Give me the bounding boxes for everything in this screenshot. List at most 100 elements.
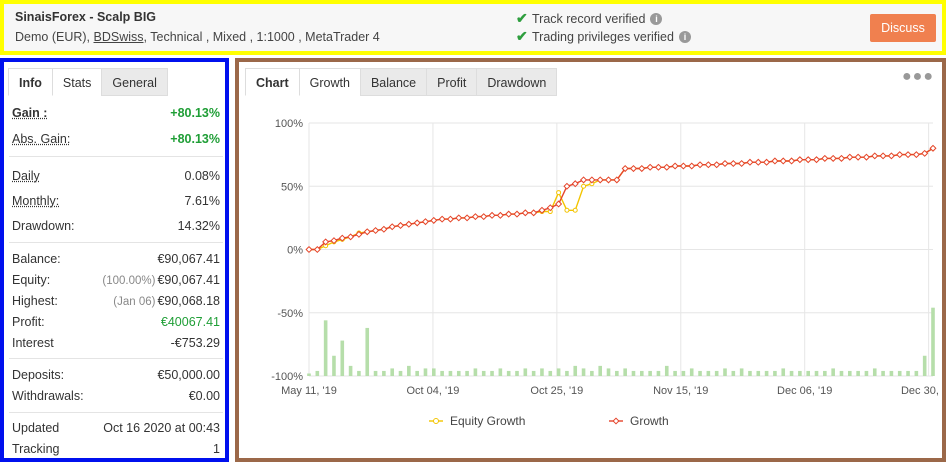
gain-label[interactable]: Gain : <box>12 106 48 120</box>
abs-gain-label[interactable]: Abs. Gain: <box>12 132 71 146</box>
volume-bar <box>739 368 744 376</box>
volume-bar <box>706 370 711 376</box>
highest-label: Highest: <box>12 294 58 308</box>
growth-point <box>488 211 496 219</box>
y-tick-label: -100% <box>271 371 303 383</box>
tab-stats[interactable]: Stats <box>51 68 103 96</box>
growth-point <box>613 176 621 184</box>
info-icon[interactable]: i <box>650 12 663 25</box>
growth-point <box>513 210 521 218</box>
track-record-label: Track record verified <box>532 11 646 26</box>
growth-point <box>746 158 754 166</box>
volume-bar <box>590 370 594 376</box>
tab-profit[interactable]: Profit <box>426 68 478 96</box>
tab-general[interactable]: General <box>101 68 168 96</box>
monthly-label[interactable]: Monthly: <box>12 194 60 208</box>
growth-point <box>696 161 704 169</box>
growth-point <box>796 156 804 164</box>
account-specs: , Technical , Mixed , 1:1000 , MetaTrade… <box>143 30 380 44</box>
volume-bar <box>789 370 794 376</box>
balance-row: Balance: €90,067.41 <box>12 252 220 266</box>
updated-value: Oct 16 2020 at 00:43 <box>103 421 220 435</box>
growth-point <box>912 151 920 159</box>
growth-point <box>738 159 746 168</box>
daily-row: Daily 0.08% <box>12 169 220 183</box>
volume-bar <box>465 370 469 376</box>
broker-link[interactable]: BDSwiss <box>93 30 144 44</box>
growth-point <box>829 154 837 162</box>
growth-point <box>887 152 895 160</box>
system-title: SinaisForex - Scalp BIG <box>15 10 157 24</box>
tab-info[interactable]: Info <box>8 68 53 96</box>
growth-point <box>779 157 787 165</box>
volume-bar <box>556 368 561 376</box>
tab-balance[interactable]: Balance <box>359 68 428 96</box>
check-icon: ✔ <box>516 10 528 26</box>
equity-growth-point <box>556 190 562 196</box>
profit-label: Profit: <box>12 315 45 329</box>
growth-point <box>821 154 829 162</box>
growth-point <box>921 149 929 157</box>
volume-bar <box>398 370 403 376</box>
growth-chart: 100% 50% 0% -50% -100% May 11, '19 Oct 04, '19… <box>271 118 942 428</box>
more-options-icon[interactable]: ●●● <box>902 68 934 85</box>
chart-panel: Chart Growth Balance Profit Drawdown ●●●… <box>235 58 946 462</box>
volume-bar <box>931 307 935 376</box>
updated-label: Updated <box>12 421 60 435</box>
volume-bar <box>598 365 602 376</box>
growth-point <box>854 153 862 161</box>
volume-bar <box>781 368 786 376</box>
growth-point <box>771 157 779 165</box>
growth-point <box>654 163 662 171</box>
growth-point <box>555 200 563 208</box>
daily-label[interactable]: Daily <box>12 169 40 183</box>
volume-bar <box>731 370 736 376</box>
volume-bar <box>640 370 644 376</box>
highest-value: €90,068.18 <box>157 294 220 308</box>
volume-bar <box>423 368 428 376</box>
volume-bar <box>723 368 727 376</box>
balance-value: €90,067.41 <box>157 252 220 266</box>
legend-label: Equity Growth <box>450 414 525 428</box>
volume-bar <box>881 370 885 376</box>
tab-growth[interactable]: Growth <box>298 68 361 96</box>
growth-point <box>338 234 346 242</box>
drawdown-value: 14.32% <box>177 219 220 233</box>
growth-point <box>421 218 430 226</box>
equity-growth-line <box>309 147 934 251</box>
drawdown-row: Drawdown: 14.32% <box>12 219 220 233</box>
tab-chart[interactable]: Chart <box>245 68 300 96</box>
volume-bar <box>573 365 578 376</box>
monthly-row: Monthly: 7.61% <box>12 194 220 208</box>
growth-point <box>671 162 679 170</box>
growth-point <box>621 165 629 173</box>
volume-bar <box>681 370 686 376</box>
growth-point <box>763 158 771 166</box>
growth-point <box>804 156 812 164</box>
volume-bar <box>540 368 544 376</box>
volume-bar <box>664 365 669 376</box>
balance-label: Balance: <box>12 252 61 266</box>
interest-row: Interest -€753.29 <box>12 336 220 350</box>
equity-growth-point <box>564 207 570 213</box>
growth-point <box>688 162 696 170</box>
info-icon[interactable]: i <box>678 30 691 43</box>
growth-point <box>729 159 737 168</box>
volume-bar <box>456 370 461 376</box>
volume-bar <box>839 370 844 376</box>
growth-point <box>396 221 405 230</box>
growth-point <box>372 226 380 235</box>
growth-point <box>788 157 796 165</box>
volume-bar <box>872 368 877 376</box>
legend-marker <box>433 418 439 424</box>
tab-drawdown[interactable]: Drawdown <box>476 68 558 96</box>
volume-bar <box>531 370 536 376</box>
x-tick-label: Dec 06, '19 <box>777 385 832 397</box>
growth-point <box>322 238 330 246</box>
growth-point <box>704 161 712 169</box>
equity-growth-point <box>581 183 587 189</box>
volume-bar <box>523 368 528 376</box>
volume-bar <box>631 370 636 376</box>
growth-point <box>679 162 687 170</box>
discuss-button[interactable]: Discuss <box>870 14 936 42</box>
